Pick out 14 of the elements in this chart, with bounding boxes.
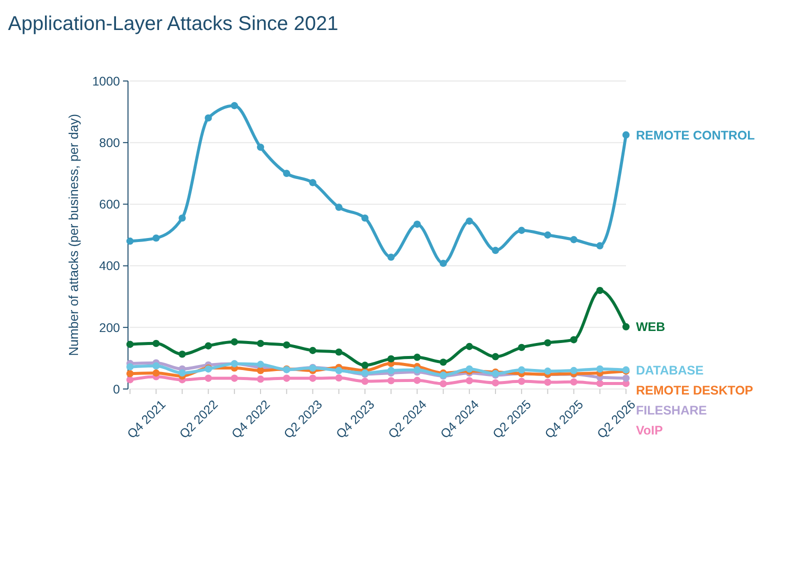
series-label: REMOTE CONTROL (636, 128, 756, 142)
y-axis-title: Number of attacks (per business, per day) (66, 114, 81, 356)
y-tick-label: 800 (99, 136, 120, 150)
series-label: REMOTE DESKTOP (636, 383, 754, 398)
chart-title: Application-Layer Attacks Since 2021 (8, 13, 338, 35)
y-tick-label: 400 (99, 259, 120, 274)
y-tick-label: 0 (113, 382, 120, 396)
series-label: WEB (636, 320, 666, 334)
series-label: DATABASE (636, 363, 704, 378)
y-tick-label: 200 (99, 320, 120, 335)
series-label: FILESHARE (636, 403, 707, 418)
y-tick-label: 1000 (92, 74, 120, 88)
y-tick-label: 600 (99, 198, 120, 212)
text: VoIP (636, 423, 663, 438)
